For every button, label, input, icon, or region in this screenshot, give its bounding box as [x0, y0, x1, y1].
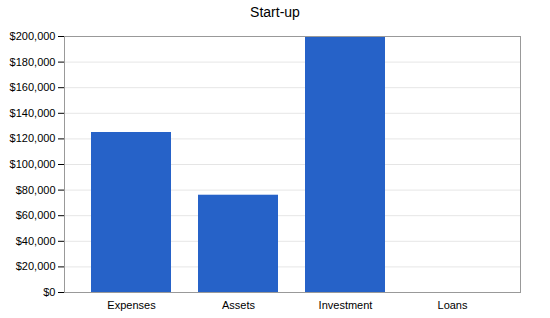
svg-text:$160,000: $160,000	[10, 81, 56, 93]
svg-text:Loans: Loans	[438, 299, 468, 311]
svg-text:$180,000: $180,000	[10, 56, 56, 68]
svg-text:$140,000: $140,000	[10, 107, 56, 119]
html-text:Start-up: Start-up	[250, 4, 300, 20]
svg-text:$80,000: $80,000	[16, 184, 56, 196]
svg-text:$0: $0	[43, 286, 55, 298]
svg-text:Investment: Investment	[319, 299, 373, 311]
svg-text:$100,000: $100,000	[10, 158, 56, 170]
svg-text:$200,000: $200,000	[10, 30, 56, 42]
svg-text:$40,000: $40,000	[16, 235, 56, 247]
svg-text:$20,000: $20,000	[16, 260, 56, 272]
svg-text:Assets: Assets	[222, 299, 256, 311]
svg-text:Expenses: Expenses	[107, 299, 156, 311]
svg-text:$60,000: $60,000	[16, 209, 56, 221]
svg-text:$120,000: $120,000	[10, 132, 56, 144]
